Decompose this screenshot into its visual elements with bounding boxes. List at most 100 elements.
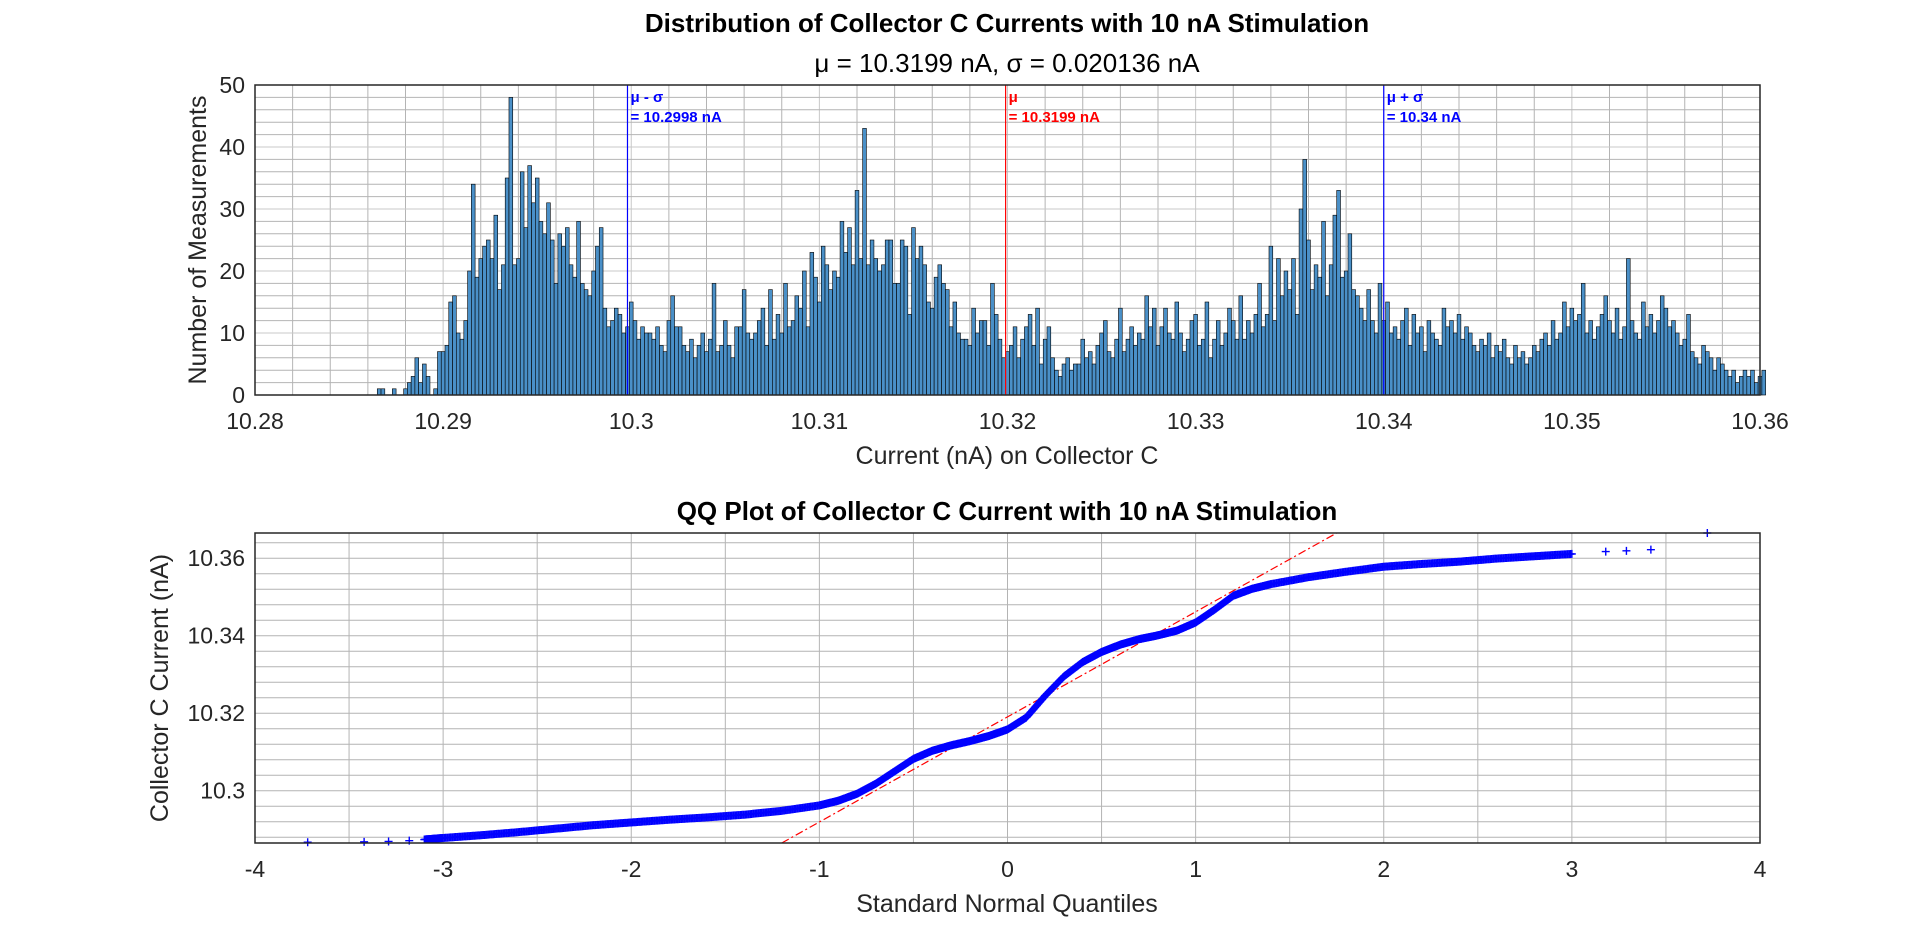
histogram-bar [997, 338, 1003, 396]
histogram-bar [1607, 320, 1612, 396]
qq-axes-box [254, 532, 1761, 844]
histogram-bar [1302, 159, 1307, 396]
histogram-bar [741, 289, 747, 396]
histogram-bar [681, 345, 687, 396]
histogram-bar [809, 252, 815, 396]
histogram-y-tick: 50 [219, 72, 245, 98]
histogram-bar [644, 332, 649, 396]
histogram-bar [847, 227, 852, 396]
histogram-bar [1163, 307, 1168, 396]
histogram-bar [1464, 326, 1469, 396]
histogram-bar [952, 301, 958, 396]
histogram-y-tick: 10 [219, 320, 245, 346]
annotation-label: μ + σ [1387, 89, 1424, 106]
histogram-axes-box [254, 84, 1761, 396]
histogram-bar [1073, 363, 1078, 396]
histogram-y-tick: 0 [232, 382, 245, 408]
histogram-bar [851, 264, 856, 396]
histogram-bar [583, 289, 589, 396]
histogram-x-label: Current (nA) on Collector C [856, 442, 1159, 470]
histogram-bar [1656, 320, 1661, 396]
histogram-bar [836, 276, 841, 396]
histogram-bar [1249, 332, 1255, 396]
histogram-bar [1603, 295, 1608, 396]
histogram-bar [1110, 357, 1116, 396]
histogram-bar [1152, 307, 1157, 396]
histogram-bar [1562, 301, 1567, 396]
histogram-bar [1272, 320, 1277, 396]
histogram-bar [1735, 382, 1740, 396]
histogram-bar [1310, 289, 1315, 396]
qq-y-tick: 10.36 [187, 545, 245, 571]
histogram-bar [1524, 363, 1529, 396]
histogram-bar [392, 388, 397, 396]
histogram-bar [598, 227, 604, 396]
qq-points [303, 529, 1712, 847]
histogram-bar [956, 332, 961, 396]
histogram-bar [1155, 345, 1161, 396]
histogram-bar [753, 332, 758, 396]
histogram-bar [926, 301, 931, 396]
histogram-bar [866, 264, 871, 396]
histogram-bar [1234, 338, 1240, 396]
histogram-bar [715, 351, 720, 396]
histogram-bar [1686, 314, 1691, 396]
histogram-bar [501, 264, 506, 396]
histogram-bar [960, 338, 965, 396]
qq-point [303, 838, 312, 847]
histogram-bar [1543, 332, 1548, 396]
histogram-bar [1739, 376, 1744, 396]
histogram-bar [1573, 320, 1578, 396]
histogram-bar [677, 326, 683, 396]
histogram-bar [531, 202, 536, 396]
histogram-bar [1731, 369, 1736, 396]
histogram-bar [674, 326, 679, 396]
histogram-bar [1069, 369, 1074, 396]
histogram-bar [1539, 338, 1544, 396]
histogram-bar [738, 326, 743, 396]
histogram-bar [1558, 332, 1563, 396]
histogram-bar [478, 258, 483, 396]
histogram-bar [843, 252, 848, 396]
histogram-bar [1362, 320, 1368, 396]
histogram-bar [937, 264, 942, 396]
histogram-bar [553, 283, 559, 396]
histogram-bar [685, 351, 690, 396]
histogram-bar [433, 388, 438, 396]
histogram-bar [606, 326, 611, 396]
histogram-bar [1754, 382, 1759, 396]
histogram-bar [1494, 345, 1499, 396]
histogram-bar [1374, 332, 1379, 396]
histogram-bar [1509, 363, 1514, 396]
histogram-bar [572, 276, 577, 396]
histogram-bar [1626, 258, 1631, 396]
histogram-bar [1106, 351, 1112, 396]
histogram-bar [610, 320, 615, 396]
histogram-bar [1182, 351, 1187, 396]
qq-y-tick-labels: 10.3 10.32 10.34 10.36 [187, 545, 245, 804]
histogram-bar [798, 307, 803, 396]
histogram-bar [493, 214, 498, 396]
histogram-bar [1441, 307, 1447, 396]
histogram-bar [1565, 326, 1571, 396]
histogram-bar [1659, 295, 1665, 396]
histogram-bar [1505, 357, 1511, 396]
qq-x-tick: 2 [1377, 856, 1390, 882]
histogram-bar [760, 307, 766, 396]
histogram-bar [602, 307, 608, 396]
histogram-bar [542, 233, 547, 396]
qq-x-tick: 3 [1565, 856, 1578, 882]
histogram-bar [380, 388, 386, 396]
histogram-bar [1174, 301, 1179, 396]
histogram-bar [892, 283, 897, 396]
histogram-bar [1453, 332, 1458, 396]
histogram-bar [519, 171, 525, 396]
histogram-bar [918, 245, 924, 396]
qq-reference-line [781, 532, 1338, 844]
histogram-bar [1385, 301, 1390, 396]
histogram-bar [1031, 345, 1037, 396]
histogram-bar [1185, 338, 1191, 396]
histogram-bar [1193, 314, 1198, 396]
histogram-bar [1159, 326, 1164, 396]
